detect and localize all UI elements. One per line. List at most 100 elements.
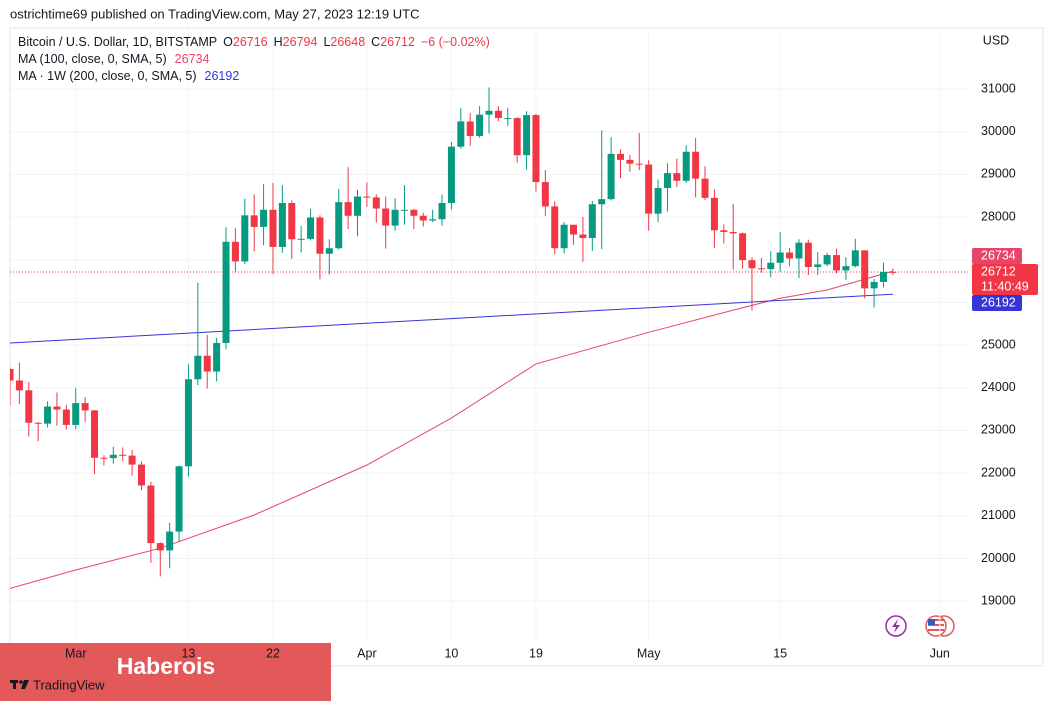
candle-body xyxy=(457,121,465,147)
ohlc-label: C xyxy=(371,35,380,49)
candle-body xyxy=(62,409,70,425)
candle-body xyxy=(278,202,286,247)
candle-body xyxy=(607,153,615,200)
candle-body xyxy=(325,248,333,254)
candle-body xyxy=(222,241,230,343)
candle-body xyxy=(109,454,117,459)
candle-body xyxy=(100,457,108,459)
legend-line: MA (100, close, 0, SMA, 5) 26734 xyxy=(18,52,209,66)
y-tick-label: 19000 xyxy=(981,593,1016,607)
candle-body xyxy=(692,151,700,179)
candle-body xyxy=(241,215,249,262)
candle-body xyxy=(551,206,559,249)
candle-body xyxy=(269,209,277,247)
logo-icon xyxy=(10,680,29,689)
x-tick-label: Mar xyxy=(65,646,87,660)
candle-body xyxy=(91,410,99,458)
candle-body xyxy=(767,262,775,270)
price-tag xyxy=(972,295,1022,312)
x-tick-label: May xyxy=(637,646,661,660)
legend-value: 26734 xyxy=(175,52,210,66)
candle-body xyxy=(438,202,446,220)
candle-body xyxy=(748,260,756,269)
candle-body xyxy=(175,466,183,532)
y-tick-label: 31000 xyxy=(981,81,1016,95)
alert-icon xyxy=(885,615,907,637)
candle-body xyxy=(53,406,61,410)
candle-body xyxy=(879,271,887,282)
candle-body xyxy=(119,454,127,456)
candle-body xyxy=(184,379,192,467)
legend-line: MA · 1W (200, close, 0, SMA, 5) 26192 xyxy=(18,69,239,83)
candle-body xyxy=(504,118,512,120)
ohlc-label: H xyxy=(274,35,283,49)
candle-body xyxy=(814,264,822,267)
candle-body xyxy=(316,217,324,254)
candle-body xyxy=(682,151,690,181)
candle-body xyxy=(720,230,728,232)
candle-body xyxy=(523,115,531,156)
y-tick-label: 24000 xyxy=(981,380,1016,394)
y-tick-label: 20000 xyxy=(981,551,1016,565)
candle-body xyxy=(833,255,841,271)
ohlc-label: O xyxy=(223,35,233,49)
x-tick-label: 19 xyxy=(529,646,543,660)
candle-body xyxy=(250,215,258,227)
candle-body xyxy=(34,422,42,424)
candle-body xyxy=(494,110,502,119)
candle-body xyxy=(156,543,164,551)
candle-body xyxy=(354,196,362,216)
price-tag xyxy=(972,248,1022,265)
candle-body xyxy=(419,215,427,221)
ohlc-value: 26794 xyxy=(283,35,318,49)
candle-body xyxy=(260,209,268,227)
candle-body xyxy=(710,197,718,231)
watermark-box xyxy=(0,643,331,701)
x-tick-label: 22 xyxy=(266,646,280,660)
candle-body xyxy=(588,204,596,238)
candle-body xyxy=(147,485,155,544)
ohlc-value: 26712 xyxy=(380,35,415,49)
candle-body xyxy=(391,209,399,226)
price-tag-text: 26192 xyxy=(981,295,1016,309)
legend-title: Bitcoin / U.S. Dollar, 1D, BITSTAMP xyxy=(18,35,217,49)
y-tick-label: 22000 xyxy=(981,465,1016,479)
candle-body xyxy=(842,266,850,271)
ma-line xyxy=(10,270,894,589)
events-icon xyxy=(925,615,955,637)
candle-body xyxy=(532,115,540,183)
x-tick-label: 13 xyxy=(181,646,195,660)
candle-body xyxy=(307,217,315,239)
ohlc-label: L xyxy=(323,35,330,49)
candle-body xyxy=(804,242,812,267)
price-tag-text: 26712 xyxy=(981,264,1016,278)
x-tick-label: 10 xyxy=(444,646,458,660)
candle-body xyxy=(795,242,803,259)
candle-body xyxy=(654,188,662,214)
candle-body xyxy=(513,118,521,156)
candle-body xyxy=(560,224,568,249)
candle-body xyxy=(786,252,794,259)
y-tick-label: 21000 xyxy=(981,508,1016,522)
watermark: Haberois xyxy=(117,653,215,679)
ohlc-value: 26648 xyxy=(330,35,365,49)
candle-body xyxy=(25,390,33,423)
candle-body xyxy=(889,271,897,273)
candle-body xyxy=(382,208,390,226)
candle-body xyxy=(81,403,89,411)
candle-body xyxy=(137,464,145,486)
x-tick-label: Jun xyxy=(930,646,950,660)
candle-body xyxy=(776,252,784,263)
candle-body xyxy=(851,250,859,267)
price-tag xyxy=(972,264,1038,296)
plot-area xyxy=(10,87,968,589)
candle-body xyxy=(447,146,455,203)
candle-body xyxy=(297,238,305,240)
y-tick-label: 28000 xyxy=(981,209,1016,223)
candle-body xyxy=(372,197,380,209)
candle-body xyxy=(485,110,493,115)
y-tick-label: 29000 xyxy=(981,167,1016,181)
legend-line: Bitcoin / U.S. Dollar, 1D, BITSTAMP O 2671… xyxy=(18,35,490,49)
y-tick-label: 25000 xyxy=(981,337,1016,351)
